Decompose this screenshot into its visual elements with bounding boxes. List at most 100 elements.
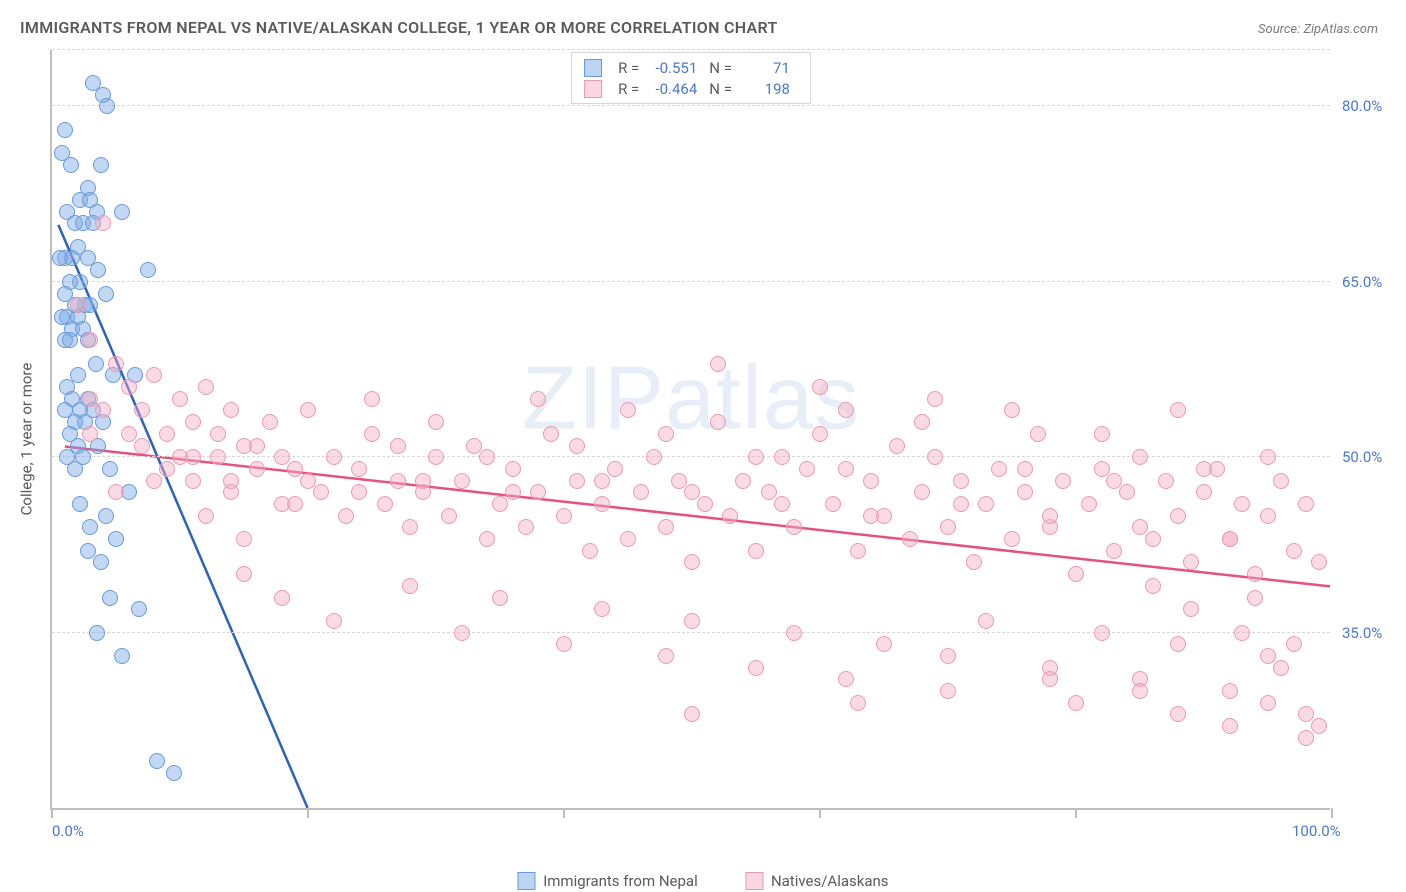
scatter-point-pink	[95, 402, 111, 418]
scatter-point-pink	[159, 426, 175, 442]
scatter-point-pink	[786, 625, 802, 641]
x-tick-mark	[307, 808, 309, 818]
scatter-point-pink	[850, 543, 866, 559]
scatter-point-pink	[569, 473, 585, 489]
scatter-point-pink	[146, 473, 162, 489]
scatter-point-pink	[1234, 496, 1250, 512]
scatter-point-pink	[722, 508, 738, 524]
scatter-point-pink	[1094, 625, 1110, 641]
scatter-point-pink	[1055, 473, 1071, 489]
scatter-point-blue	[140, 262, 156, 278]
scatter-point-pink	[710, 414, 726, 430]
x-tick-mark	[1075, 808, 1077, 818]
scatter-point-pink	[530, 391, 546, 407]
scatter-point-pink	[1170, 402, 1186, 418]
scatter-point-blue	[98, 508, 114, 524]
scatter-point-pink	[172, 391, 188, 407]
source-label: Source:	[1258, 22, 1303, 37]
scatter-point-pink	[274, 590, 290, 606]
series-legend: Immigrants from Nepal Natives/Alaskans	[517, 871, 888, 890]
legend-row-pink: R = -0.464 N = 198	[582, 78, 800, 99]
scatter-point-pink	[300, 402, 316, 418]
x-tick-mark	[51, 808, 53, 818]
scatter-point-pink	[863, 508, 879, 524]
scatter-point-pink	[1298, 730, 1314, 746]
scatter-point-pink	[543, 426, 559, 442]
scatter-point-pink	[1132, 683, 1148, 699]
scatter-point-pink	[978, 613, 994, 629]
scatter-point-pink	[684, 484, 700, 500]
scatter-point-blue	[108, 531, 124, 547]
scatter-point-blue	[98, 286, 114, 302]
scatter-point-pink	[1094, 461, 1110, 477]
scatter-point-pink	[428, 414, 444, 430]
scatter-point-pink	[1273, 473, 1289, 489]
scatter-point-pink	[1247, 590, 1263, 606]
scatter-point-pink	[812, 379, 828, 395]
scatter-point-pink	[1234, 625, 1250, 641]
scatter-point-pink	[1196, 461, 1212, 477]
scatter-point-pink	[326, 613, 342, 629]
scatter-point-pink	[466, 438, 482, 454]
scatter-point-blue	[67, 461, 83, 477]
scatter-point-blue	[63, 157, 79, 173]
x-tick-label: 100.0%	[1292, 822, 1341, 840]
scatter-point-pink	[287, 461, 303, 477]
scatter-point-blue	[99, 98, 115, 114]
scatter-point-pink	[134, 438, 150, 454]
scatter-point-pink	[1247, 566, 1263, 582]
scatter-point-pink	[326, 449, 342, 465]
scatter-point-pink	[978, 496, 994, 512]
x-tick-mark	[819, 808, 821, 818]
scatter-point-pink	[1004, 402, 1020, 418]
gridline-h	[52, 632, 1330, 633]
scatter-point-pink	[774, 496, 790, 512]
scatter-point-pink	[889, 438, 905, 454]
scatter-point-pink	[390, 473, 406, 489]
scatter-point-pink	[902, 531, 918, 547]
chart-title: IMMIGRANTS FROM NEPAL VS NATIVE/ALASKAN …	[20, 18, 778, 37]
watermark: ZIPatlas	[522, 347, 860, 450]
scatter-point-pink	[594, 496, 610, 512]
scatter-point-pink	[351, 484, 367, 500]
scatter-point-pink	[1068, 695, 1084, 711]
scatter-point-pink	[236, 531, 252, 547]
scatter-point-pink	[300, 473, 316, 489]
source-attribution: Source: ZipAtlas.com	[1258, 22, 1378, 37]
scatter-point-pink	[428, 449, 444, 465]
scatter-point-pink	[415, 473, 431, 489]
scatter-point-pink	[850, 695, 866, 711]
scatter-point-pink	[146, 367, 162, 383]
scatter-point-pink	[223, 473, 239, 489]
scatter-point-pink	[210, 449, 226, 465]
scatter-point-pink	[594, 473, 610, 489]
scatter-point-pink	[1017, 461, 1033, 477]
scatter-point-blue	[102, 590, 118, 606]
scatter-point-pink	[1004, 531, 1020, 547]
scatter-point-pink	[95, 215, 111, 231]
scatter-point-blue	[166, 765, 182, 781]
scatter-point-pink	[953, 496, 969, 512]
scatter-point-pink	[82, 332, 98, 348]
scatter-point-pink	[838, 461, 854, 477]
scatter-point-pink	[671, 473, 687, 489]
trendline-blue	[58, 225, 307, 808]
scatter-point-pink	[556, 636, 572, 652]
scatter-point-pink	[914, 414, 930, 430]
y-axis-label: College, 1 year or more	[17, 363, 35, 516]
scatter-point-pink	[825, 496, 841, 512]
scatter-point-pink	[1145, 578, 1161, 594]
scatter-point-blue	[82, 519, 98, 535]
scatter-point-pink	[274, 496, 290, 512]
scatter-point-pink	[108, 484, 124, 500]
scatter-point-pink	[735, 473, 751, 489]
scatter-point-blue	[93, 554, 109, 570]
x-tick-label: 0.0%	[52, 822, 84, 840]
scatter-point-pink	[620, 531, 636, 547]
scatter-point-pink	[1106, 473, 1122, 489]
scatter-point-pink	[991, 461, 1007, 477]
scatter-point-pink	[185, 414, 201, 430]
scatter-point-pink	[1132, 519, 1148, 535]
scatter-point-pink	[1311, 718, 1327, 734]
scatter-point-blue	[149, 753, 165, 769]
